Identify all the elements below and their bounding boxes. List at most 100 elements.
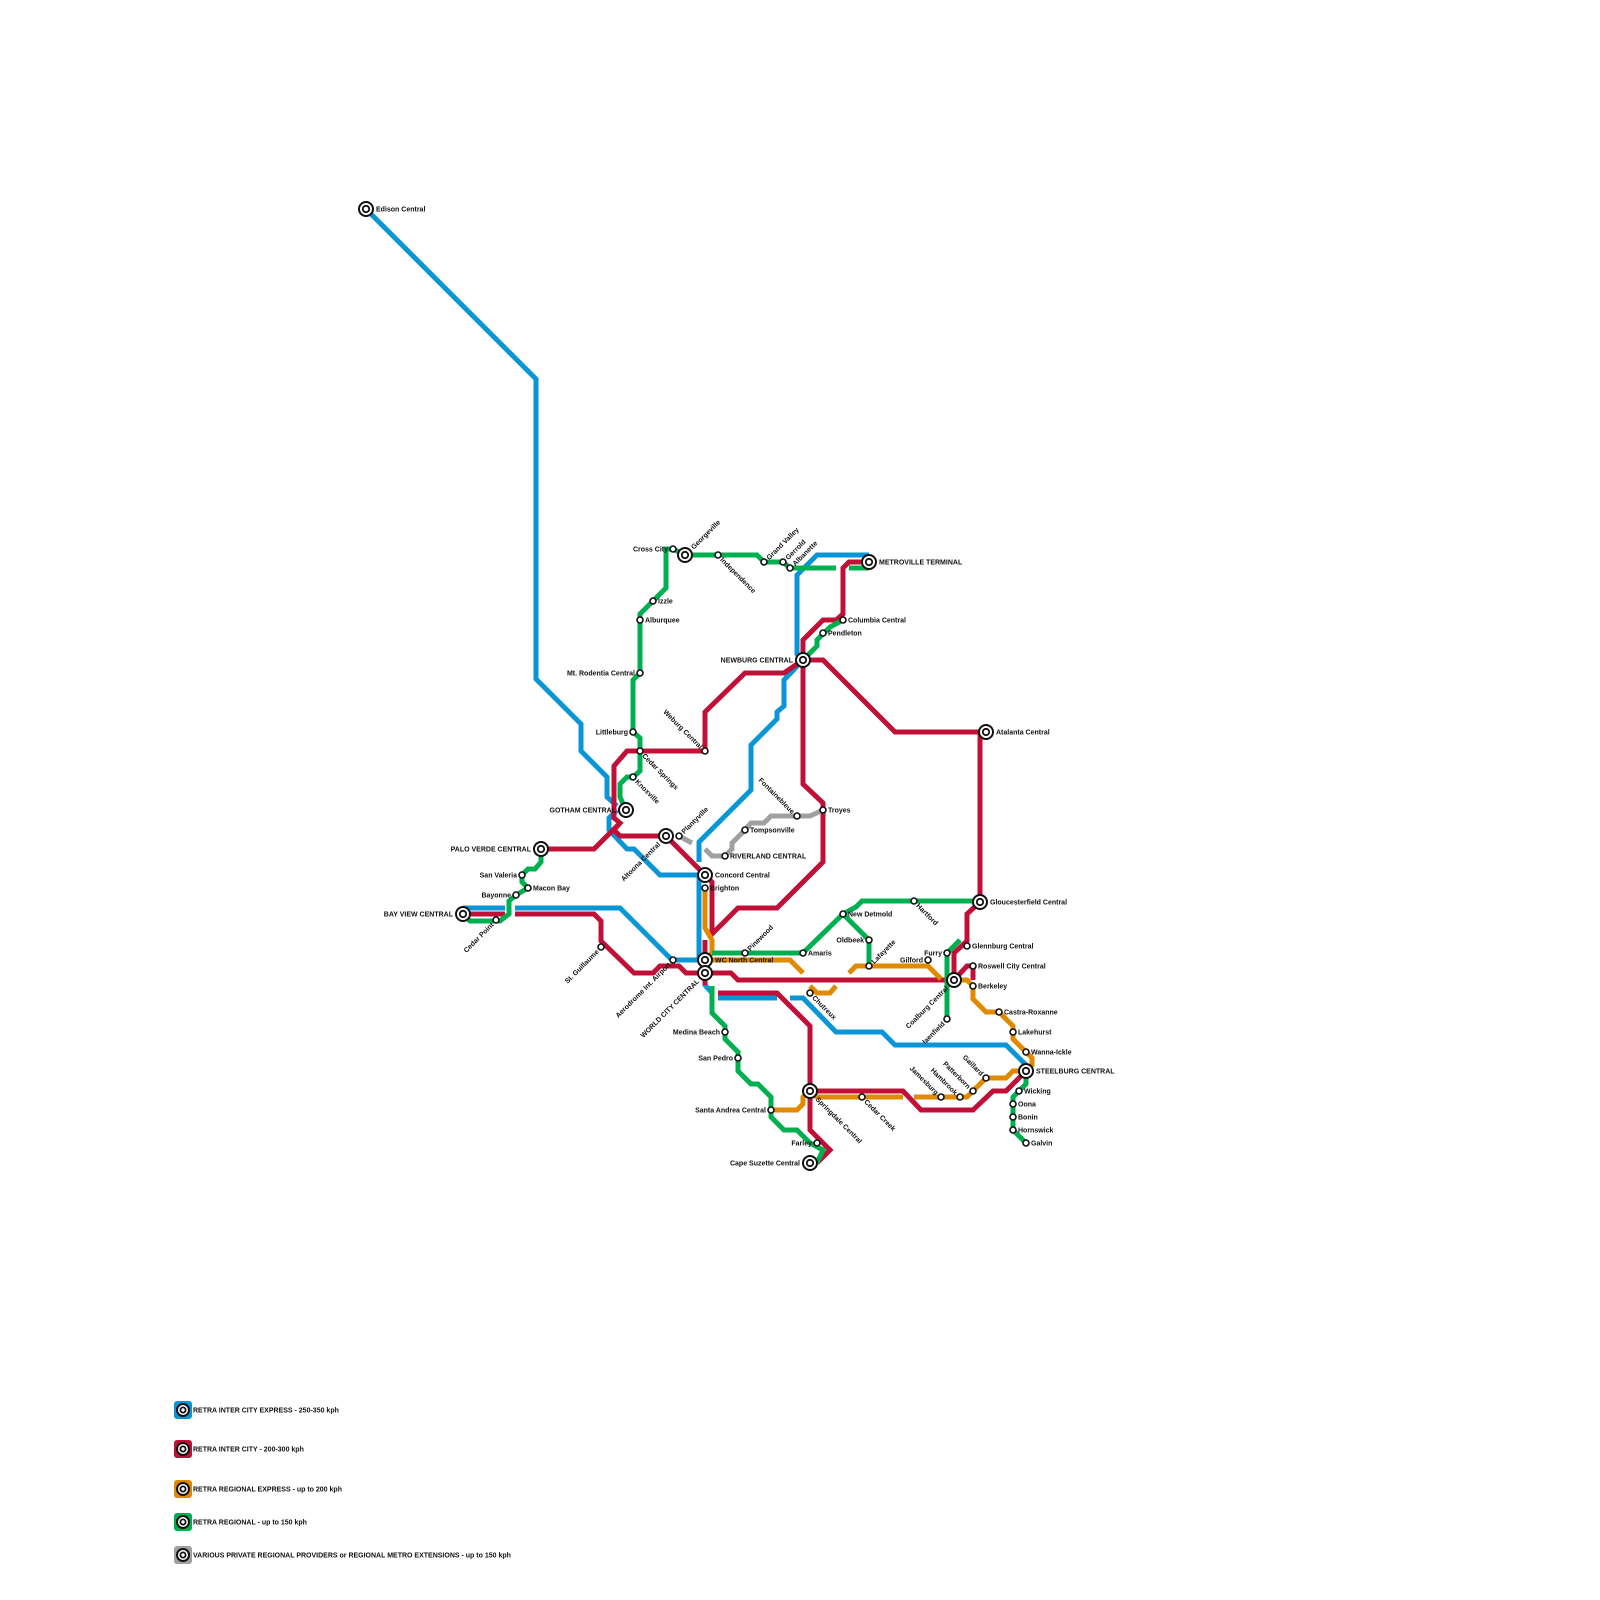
- stop-icon: [760, 558, 768, 566]
- interchange-inner-icon: [536, 844, 546, 854]
- stop-icon: [767, 1106, 775, 1114]
- station-label: Furry: [924, 951, 942, 958]
- stop-icon: [969, 962, 977, 970]
- station-label: Berkeley: [978, 984, 1007, 991]
- station-gaillard[interactable]: Gaillard: [961, 1054, 990, 1082]
- stop-icon: [721, 1028, 729, 1036]
- station-san-valeria[interactable]: San Valeria: [480, 871, 526, 880]
- station-label: Galvin: [1031, 1141, 1052, 1148]
- regexpress-line-segment: [914, 977, 1035, 1100]
- station-castra-roxanne[interactable]: Castra-Roxanne: [995, 1008, 1058, 1017]
- stop-icon: [793, 812, 801, 820]
- station-cross-city[interactable]: Cross City: [633, 545, 677, 554]
- station-lakehurst[interactable]: Lakehurst: [1009, 1028, 1052, 1037]
- station-pendleton[interactable]: Pendleton: [819, 629, 862, 638]
- station-label: WC North Central: [715, 958, 773, 965]
- station-hornswick[interactable]: Hornswick: [1009, 1126, 1054, 1135]
- station-label: GOTHAM CENTRAL: [550, 808, 617, 815]
- stop-icon: [779, 558, 787, 566]
- interchange-inner-icon: [949, 975, 959, 985]
- station-farley[interactable]: Farley: [791, 1139, 821, 1148]
- legend-label: RETRA INTER CITY - 200-300 kph: [193, 1447, 304, 1454]
- station-steelburg-central[interactable]: STEELBURG CENTRAL: [1018, 1063, 1115, 1079]
- station-cape-suzette-central[interactable]: Cape Suzette Central: [730, 1155, 818, 1171]
- stop-icon: [1009, 1126, 1017, 1134]
- station-st-guillaume[interactable]: St. Guillaume: [564, 943, 605, 985]
- stop-icon: [839, 910, 847, 918]
- legend-item-express: RETRA INTER CITY EXPRESS - 250-350 kph: [174, 1401, 339, 1419]
- stop-icon: [714, 551, 722, 559]
- station-label: Izzle: [658, 599, 673, 606]
- station-amaris[interactable]: Amaris: [799, 949, 832, 958]
- station-galvin[interactable]: Galvin: [1022, 1139, 1052, 1148]
- station-independence[interactable]: Independence: [714, 551, 757, 595]
- stop-icon: [819, 806, 827, 814]
- station-macon-bay[interactable]: Macon Bay: [524, 884, 570, 893]
- express-line-segment: [696, 552, 869, 862]
- station-glennburg-central[interactable]: Glennburg Central: [963, 942, 1034, 951]
- station-wicking[interactable]: Wicking: [1015, 1087, 1051, 1096]
- station-berkeley[interactable]: Berkeley: [969, 982, 1007, 991]
- station-label: Iaenfield: [922, 1021, 947, 1046]
- station-bayonne[interactable]: Bayonne: [481, 891, 520, 900]
- station-new-detmold[interactable]: New Detmold: [839, 910, 892, 919]
- regexpress-line-segment: [771, 1087, 903, 1113]
- station-label: NEWBURG CENTRAL: [721, 658, 794, 665]
- station-metroville-terminal[interactable]: METROVILLE TERMINAL: [861, 554, 963, 570]
- station-izzle[interactable]: Izzle: [649, 597, 673, 606]
- station-concord-central[interactable]: Concord Central: [697, 867, 770, 883]
- station-cedar-creek[interactable]: Cedar Creek: [858, 1093, 897, 1133]
- station-iaenfield[interactable]: Iaenfield: [922, 1015, 951, 1046]
- station-knoxville[interactable]: Knoxville: [629, 773, 660, 806]
- station-bonin[interactable]: Bonin: [1009, 1113, 1038, 1122]
- station-label: Troyes: [828, 808, 851, 815]
- intercity-line-segment: [515, 911, 976, 983]
- interchange-inner-icon: [798, 655, 808, 665]
- station-alburquee[interactable]: Alburquee: [636, 616, 680, 625]
- stop-icon: [669, 545, 677, 553]
- station-littleburg[interactable]: Littleburg: [596, 728, 637, 737]
- station-oldbeek[interactable]: Oldbeek: [836, 936, 873, 945]
- station-label: Lakehurst: [1018, 1030, 1052, 1037]
- legend-label: RETRA REGIONAL EXPRESS - up to 200 kph: [193, 1487, 342, 1494]
- station-santa-andrea-central[interactable]: Santa Andrea Central: [695, 1106, 775, 1115]
- station-riverland-central[interactable]: RIVERLAND CENTRAL: [721, 852, 807, 861]
- station-weburg-central[interactable]: Weburg Central: [662, 709, 709, 755]
- station-wanna-ickle[interactable]: Wanna-Ickle: [1022, 1048, 1072, 1057]
- station-columbia-central[interactable]: Columbia Central: [839, 616, 906, 625]
- station-roswell-city-central[interactable]: Roswell City Central: [969, 962, 1046, 971]
- station-atalanta-central[interactable]: Atalanta Central: [978, 724, 1050, 740]
- stop-icon: [512, 891, 520, 899]
- station-label: Mt. Rodentia Central: [567, 671, 635, 678]
- station-mt-rodentia-central[interactable]: Mt. Rodentia Central: [567, 669, 644, 678]
- station-label: Oldbeek: [836, 938, 864, 945]
- station-gloucesterfield-central[interactable]: Gloucesterfield Central: [972, 894, 1067, 910]
- station-brighton[interactable]: Brighton: [701, 884, 739, 893]
- station-bay-view-central[interactable]: BAY VIEW CENTRAL: [384, 906, 471, 922]
- station-san-pedro[interactable]: San Pedro: [698, 1054, 742, 1063]
- station-newburg-central[interactable]: NEWBURG CENTRAL: [721, 652, 811, 668]
- station-palo-verde-central[interactable]: PALO VERDE CENTRAL: [451, 841, 549, 857]
- legend-label: RETRA INTER CITY EXPRESS - 250-350 kph: [193, 1408, 339, 1415]
- legend-item-regional: RETRA REGIONAL - up to 150 kph: [174, 1513, 307, 1531]
- station-fontainebleue[interactable]: Fontainebleue: [757, 777, 801, 820]
- station-label: Wanna-Ickle: [1031, 1050, 1072, 1057]
- station-label: Glennburg Central: [972, 944, 1034, 951]
- station-world-city-central[interactable]: WORLD CITY CENTRAL: [640, 965, 713, 1040]
- station-label: Bonin: [1018, 1115, 1038, 1122]
- station-gotham-central[interactable]: GOTHAM CENTRAL: [550, 802, 634, 818]
- station-edison-central[interactable]: Edison Central: [358, 201, 425, 217]
- interchange-inner-icon: [975, 897, 985, 907]
- legend-item-regexpress: RETRA REGIONAL EXPRESS - up to 200 kph: [174, 1480, 342, 1498]
- station-furry[interactable]: Furry: [924, 949, 951, 958]
- stop-icon: [995, 1008, 1003, 1016]
- station-tompsonville[interactable]: Tompsonville: [741, 826, 795, 835]
- station-label: Tompsonville: [750, 828, 795, 835]
- interchange-inner-icon: [661, 831, 671, 841]
- station-wc-north-central[interactable]: WC North Central: [697, 952, 773, 968]
- stop-icon: [1022, 1139, 1030, 1147]
- station-oona[interactable]: Oona: [1009, 1100, 1036, 1109]
- station-gilford[interactable]: Gilford: [900, 956, 932, 965]
- station-medina-beach[interactable]: Medina Beach: [673, 1028, 729, 1037]
- station-troyes[interactable]: Troyes: [819, 806, 851, 815]
